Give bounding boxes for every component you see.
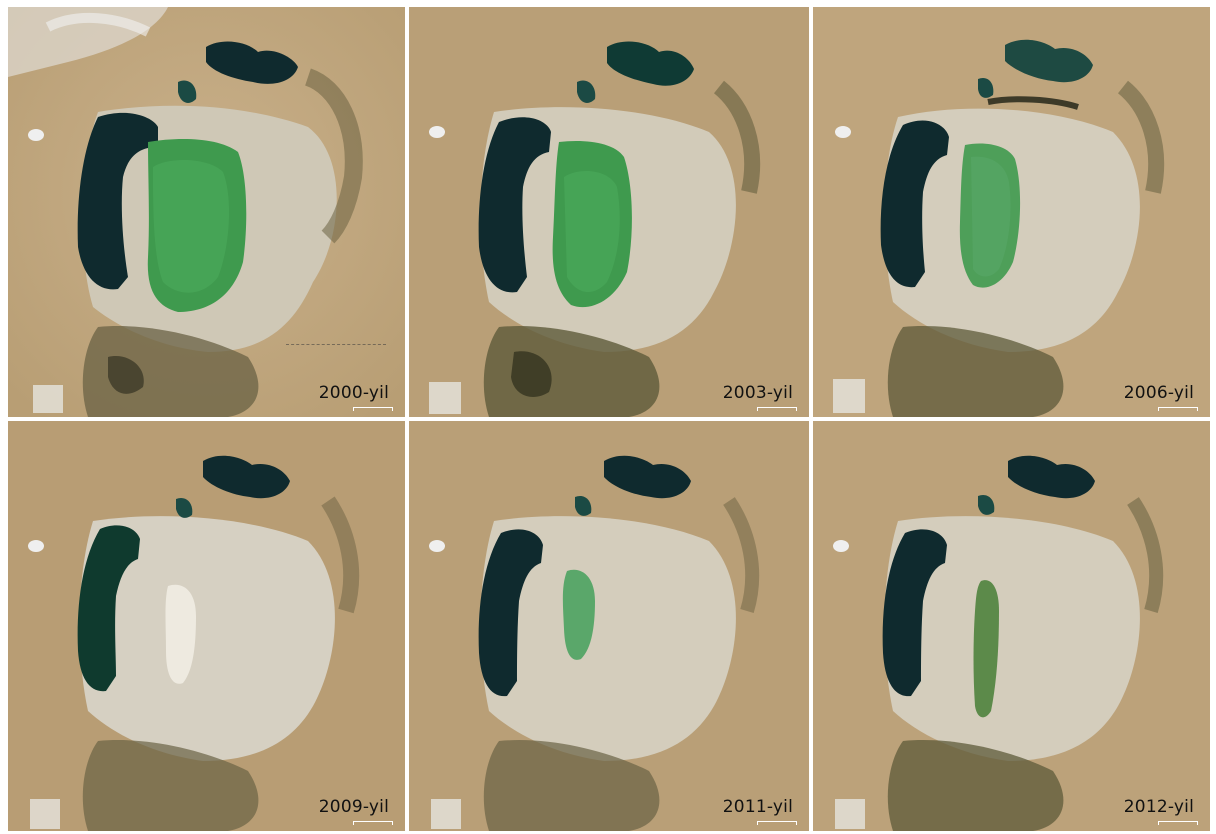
- annotation-line: [286, 344, 386, 346]
- aral-sea-satellite-image: [409, 7, 809, 417]
- satellite-panel-2006: 2006-yil: [813, 7, 1210, 417]
- scale-bar: [757, 407, 797, 411]
- aral-sea-satellite-image: [813, 421, 1210, 831]
- satellite-panel-2012: 2012-yil: [813, 421, 1210, 831]
- satellite-image-grid: 2000-yil 2003-yil: [8, 7, 1210, 831]
- satellite-panel-2000: 2000-yil: [8, 7, 405, 417]
- year-label: 2012-yil: [1123, 797, 1194, 817]
- satellite-panel-2011: 2011-yil: [409, 421, 809, 831]
- year-label: 2009-yil: [318, 797, 389, 817]
- scale-bar: [1158, 821, 1198, 825]
- satellite-panel-2009: 2009-yil: [8, 421, 405, 831]
- year-label: 2006-yil: [1123, 383, 1194, 403]
- scale-bar: [353, 821, 393, 825]
- year-label: 2003-yil: [722, 383, 793, 403]
- aral-sea-satellite-image: [813, 7, 1210, 417]
- scale-bar: [353, 407, 393, 411]
- scale-bar: [757, 821, 797, 825]
- satellite-panel-2003: 2003-yil: [409, 7, 809, 417]
- aral-sea-satellite-image: [8, 7, 405, 417]
- scale-bar: [1158, 407, 1198, 411]
- aral-sea-satellite-image: [409, 421, 809, 831]
- aral-sea-satellite-image: [8, 421, 405, 831]
- year-label: 2000-yil: [318, 383, 389, 403]
- year-label: 2011-yil: [722, 797, 793, 817]
